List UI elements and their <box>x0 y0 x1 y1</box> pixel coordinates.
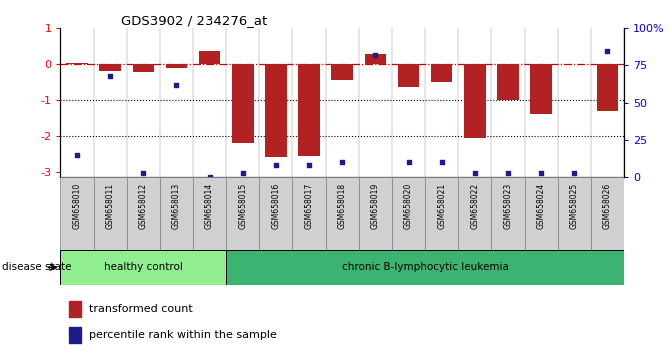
Bar <box>359 177 392 250</box>
Bar <box>265 64 287 157</box>
Text: GSM658021: GSM658021 <box>437 183 446 229</box>
Text: GSM658026: GSM658026 <box>603 183 612 229</box>
Bar <box>464 64 486 138</box>
Bar <box>591 177 624 250</box>
Bar <box>66 63 88 64</box>
Bar <box>127 177 160 250</box>
Bar <box>299 64 320 155</box>
Text: GSM658017: GSM658017 <box>305 183 313 229</box>
Text: GSM658013: GSM658013 <box>172 183 181 229</box>
Bar <box>597 64 618 111</box>
Text: GSM658014: GSM658014 <box>205 183 214 229</box>
Text: GSM658018: GSM658018 <box>338 183 347 229</box>
Bar <box>166 64 187 68</box>
Bar <box>99 64 121 70</box>
Text: chronic B-lymphocytic leukemia: chronic B-lymphocytic leukemia <box>342 262 509 272</box>
Bar <box>60 250 226 285</box>
Bar <box>497 64 519 100</box>
Point <box>238 170 248 175</box>
Bar <box>325 177 359 250</box>
Bar <box>525 177 558 250</box>
Bar <box>199 51 220 64</box>
Bar <box>232 64 254 143</box>
Point <box>569 170 580 175</box>
Point <box>337 159 348 165</box>
Point <box>535 170 546 175</box>
Point <box>503 170 513 175</box>
Text: healthy control: healthy control <box>104 262 183 272</box>
Bar <box>132 64 154 72</box>
Bar <box>226 177 259 250</box>
Bar <box>364 54 386 64</box>
Bar <box>431 64 452 82</box>
Text: GSM658020: GSM658020 <box>404 183 413 229</box>
Bar <box>226 250 624 285</box>
Text: GSM658022: GSM658022 <box>470 183 479 229</box>
Bar <box>93 177 127 250</box>
Point <box>304 162 315 168</box>
Text: disease state: disease state <box>2 262 72 272</box>
Bar <box>491 177 525 250</box>
Bar <box>458 177 491 250</box>
Text: GSM658012: GSM658012 <box>139 183 148 229</box>
Point <box>270 162 281 168</box>
Text: GSM658025: GSM658025 <box>570 183 579 229</box>
Text: GSM658023: GSM658023 <box>503 183 513 229</box>
Bar <box>60 177 93 250</box>
Bar <box>69 301 81 317</box>
Point <box>470 170 480 175</box>
Text: GDS3902 / 234276_at: GDS3902 / 234276_at <box>121 14 267 27</box>
Text: GSM658015: GSM658015 <box>238 183 247 229</box>
Bar <box>293 177 325 250</box>
Point <box>105 73 115 79</box>
Bar <box>193 177 226 250</box>
Bar <box>425 177 458 250</box>
Bar <box>259 177 293 250</box>
Bar <box>160 177 193 250</box>
Text: GSM658011: GSM658011 <box>105 183 115 229</box>
Point <box>602 48 613 53</box>
Text: GSM658019: GSM658019 <box>371 183 380 229</box>
Bar <box>398 64 419 87</box>
Text: transformed count: transformed count <box>89 304 193 314</box>
Bar <box>392 177 425 250</box>
Bar <box>530 64 552 114</box>
Bar <box>69 327 81 343</box>
Bar <box>331 64 353 80</box>
Point <box>370 52 380 58</box>
Point <box>436 159 447 165</box>
Point <box>403 159 414 165</box>
Point <box>72 152 83 158</box>
Text: GSM658016: GSM658016 <box>271 183 280 229</box>
Text: percentile rank within the sample: percentile rank within the sample <box>89 330 276 340</box>
Point <box>171 82 182 88</box>
Text: GSM658024: GSM658024 <box>537 183 546 229</box>
Point <box>204 174 215 180</box>
Point <box>138 170 149 175</box>
Bar <box>558 177 591 250</box>
Text: GSM658010: GSM658010 <box>72 183 81 229</box>
